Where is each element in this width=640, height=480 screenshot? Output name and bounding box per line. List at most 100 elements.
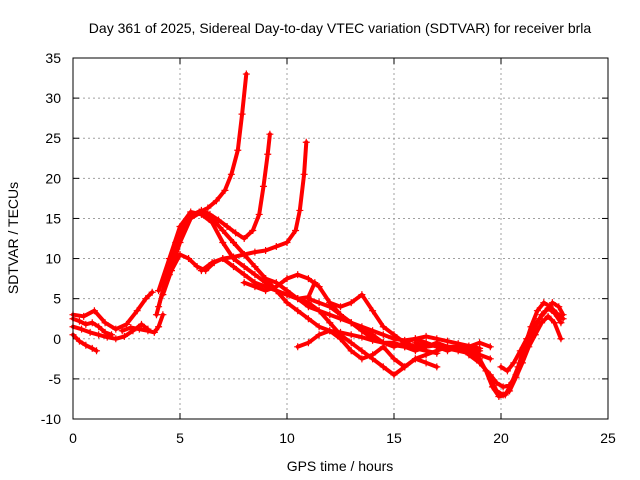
data-point	[379, 323, 387, 331]
data-point	[232, 229, 240, 237]
data-point	[544, 312, 552, 320]
data-point	[358, 327, 366, 335]
y-axis-label: SDTVAR / TECUs	[5, 182, 21, 294]
data-point	[390, 355, 398, 363]
data-point	[90, 307, 98, 315]
data-point	[187, 214, 195, 222]
data-point	[422, 359, 430, 367]
data-point	[304, 315, 312, 323]
x-tick-label: 15	[386, 430, 402, 446]
data-point	[150, 328, 158, 336]
data-point	[219, 255, 227, 263]
data-point	[240, 263, 248, 271]
data-point	[510, 359, 518, 367]
data-point	[536, 315, 544, 323]
data-point	[559, 311, 567, 319]
data-point	[557, 319, 565, 327]
data-point	[315, 323, 323, 331]
data-point	[262, 247, 270, 255]
data-point	[238, 110, 246, 118]
data-point	[187, 208, 195, 216]
data-point	[326, 319, 334, 327]
data-point	[165, 255, 173, 263]
y-tick-label: 5	[53, 291, 61, 307]
data-point	[95, 323, 103, 331]
data-point	[148, 288, 156, 296]
data-point	[197, 267, 205, 275]
data-point	[283, 287, 291, 295]
data-point	[88, 344, 96, 352]
y-tick-label: 35	[45, 50, 61, 66]
data-point	[223, 222, 231, 230]
data-point	[369, 335, 377, 343]
data-point	[197, 208, 205, 216]
ticks-layer: 0 5 10 15 20 25 -10 -5 0 5 10 15 20 25 30 35	[41, 50, 616, 446]
data-point	[240, 271, 248, 279]
data-point	[78, 325, 86, 333]
data-point	[503, 367, 511, 375]
data-point	[234, 146, 242, 154]
data-point	[93, 347, 101, 355]
data-point	[283, 275, 291, 283]
series-arc-19	[486, 312, 565, 399]
data-point	[240, 279, 248, 287]
data-point	[294, 295, 302, 303]
data-point	[185, 255, 193, 263]
data-point	[506, 387, 514, 395]
data-point	[272, 243, 280, 251]
data-point	[251, 271, 259, 279]
series-arc-20	[497, 299, 567, 375]
data-point	[523, 335, 531, 343]
data-point	[266, 130, 274, 138]
data-point	[326, 327, 334, 335]
data-point	[358, 347, 366, 355]
data-point	[242, 70, 250, 78]
data-point	[240, 235, 248, 242]
x-tick-label: 20	[493, 430, 509, 446]
data-point	[525, 343, 533, 351]
grid-layer	[73, 58, 608, 419]
data-point	[82, 320, 90, 328]
data-point	[476, 359, 484, 367]
data-point	[283, 299, 291, 307]
data-point	[82, 341, 90, 349]
series-line	[488, 314, 563, 397]
data-point	[548, 299, 556, 307]
data-point	[347, 347, 355, 355]
data-point	[159, 291, 167, 299]
data-point	[422, 343, 430, 351]
data-point	[401, 363, 409, 371]
series-arc-14	[294, 327, 441, 371]
data-point	[358, 355, 366, 363]
data-point	[255, 210, 263, 218]
data-point	[315, 299, 323, 307]
data-point	[557, 335, 565, 343]
data-point	[390, 371, 398, 379]
data-point	[133, 307, 141, 315]
data-point	[208, 214, 216, 222]
y-tick-label: -10	[41, 411, 61, 427]
data-point	[326, 299, 334, 307]
data-point	[347, 299, 355, 307]
data-point	[227, 170, 235, 178]
series-line	[167, 210, 439, 356]
plot-frame	[72, 57, 609, 420]
data-point	[302, 138, 310, 146]
data-point	[135, 325, 143, 333]
data-point	[315, 331, 323, 339]
data-point	[390, 339, 398, 347]
y-tick-label: 25	[45, 130, 61, 146]
data-point	[379, 331, 387, 339]
data-point	[347, 331, 355, 339]
data-point	[529, 323, 537, 331]
data-point	[304, 339, 312, 347]
data-point	[497, 363, 505, 371]
data-point	[208, 259, 216, 267]
data-point	[95, 331, 103, 339]
series-line	[295, 328, 439, 369]
data-point	[262, 275, 270, 283]
data-point	[137, 320, 145, 328]
data-point	[518, 359, 526, 367]
data-point	[358, 291, 366, 299]
